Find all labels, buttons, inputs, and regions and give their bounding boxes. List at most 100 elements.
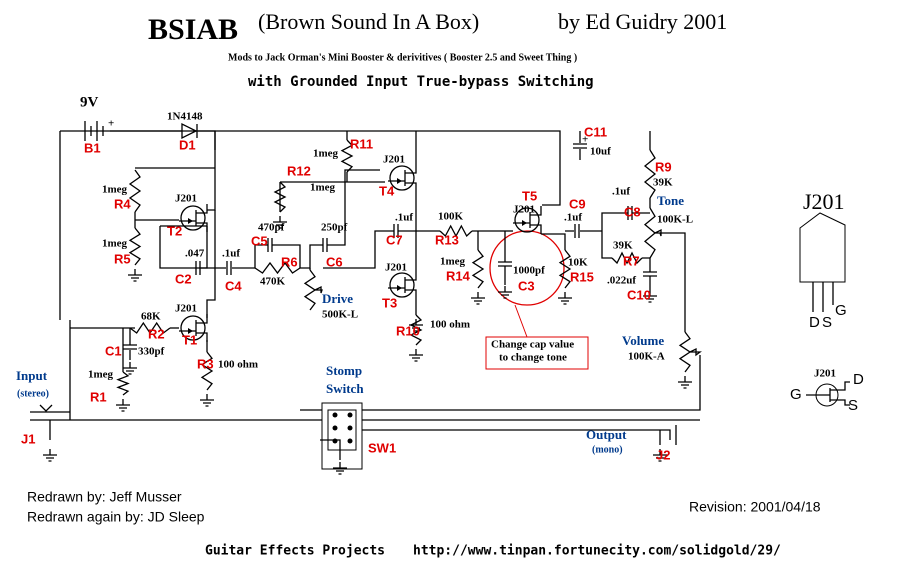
jfet-arrow (188, 218, 193, 224)
value: 100 ohm (218, 359, 258, 371)
label: Output (586, 427, 627, 442)
jfet-arrow (397, 178, 402, 184)
value: 100K-A (628, 351, 665, 363)
capacitor (573, 143, 587, 149)
resistor (128, 169, 142, 213)
value: 1meg (440, 256, 466, 268)
ground (678, 376, 692, 389)
pin-label: D (853, 371, 864, 388)
value: 100 ohm (430, 319, 470, 331)
ground (498, 286, 512, 299)
value: 1meg (88, 369, 114, 381)
reference: D1 (179, 137, 196, 152)
value: 1meg (313, 148, 339, 160)
jfet (514, 207, 540, 233)
reference: C1 (105, 343, 122, 358)
annotation-pointer (514, 304, 528, 338)
capacitor (393, 224, 399, 238)
label: Drive (322, 291, 353, 306)
resistor (116, 371, 130, 396)
value: 470K (260, 276, 286, 288)
pin-label: D (809, 314, 820, 331)
wire (362, 355, 701, 411)
jfet-arrow (188, 328, 193, 334)
switch-lug (332, 412, 338, 418)
reference: T1 (182, 332, 197, 347)
reference: SW1 (368, 440, 396, 455)
value: 100K (438, 211, 464, 223)
value: J201 (175, 193, 197, 205)
note: Mods to Jack Orman's Mini Booster & deri… (228, 52, 577, 63)
reference: R11 (350, 136, 373, 151)
switch-lug (347, 425, 353, 431)
credit: Revision: 2001/04/18 (689, 499, 821, 515)
reference: R5 (114, 251, 131, 266)
resistor (273, 181, 287, 213)
ground (409, 319, 423, 332)
reference: C4 (225, 278, 242, 293)
reference: T4 (379, 183, 395, 198)
polarity: + (108, 118, 114, 130)
ground (116, 399, 130, 412)
value: 39K (613, 240, 633, 252)
jfet (180, 315, 206, 341)
ground (200, 394, 214, 407)
value: 1N4148 (167, 111, 203, 123)
title: BSIAB (148, 13, 238, 46)
value: J201 (513, 204, 535, 216)
reference: T2 (167, 223, 182, 238)
reference: R7 (623, 253, 640, 268)
resistor (200, 351, 214, 391)
jfet-arrow (397, 285, 402, 291)
wire (62, 320, 322, 421)
diode (181, 122, 198, 140)
value: J201 (175, 303, 197, 315)
resistor (678, 331, 692, 373)
value: 68K (141, 311, 161, 323)
jfet-leads (388, 164, 417, 192)
wire (280, 131, 385, 183)
value: .1uf (222, 248, 240, 260)
to92-legs (812, 282, 834, 312)
switch-lug (347, 412, 353, 418)
highlight-circle (489, 230, 565, 306)
note: (stereo) (17, 388, 49, 399)
wiper (654, 228, 662, 237)
value: 1meg (310, 182, 336, 194)
capacitor (498, 261, 512, 267)
resistor (643, 149, 657, 199)
capacitor (123, 344, 137, 350)
jfet (389, 165, 415, 191)
ground (653, 449, 667, 462)
value: J201 (383, 154, 405, 166)
jfet-leads (179, 314, 208, 342)
resistor (254, 261, 301, 275)
value: Change cap value (491, 339, 574, 351)
value: .1uf (612, 186, 630, 198)
value: 10K (568, 257, 588, 269)
output-jack (640, 425, 677, 445)
reference: R14 (446, 268, 471, 283)
resistor (471, 249, 485, 289)
value: .1uf (564, 212, 582, 224)
capacitor (267, 238, 273, 252)
reference: R6 (281, 254, 298, 269)
resistor (129, 321, 171, 335)
value: 1000pf (513, 265, 545, 277)
label: Tone (657, 193, 684, 208)
resistor (439, 224, 473, 238)
wire (198, 130, 216, 150)
pin-label: S (848, 397, 858, 414)
reference: T3 (382, 295, 397, 310)
value: 1meg (102, 238, 128, 250)
value: 10uf (590, 146, 611, 158)
capacitor (627, 206, 633, 220)
reference: J2 (656, 447, 670, 462)
reference: T5 (522, 188, 537, 203)
value: 500K-L (322, 309, 358, 321)
wire (541, 230, 602, 250)
footer-text: Guitar Effects Projects (205, 544, 385, 559)
switch-lug (332, 438, 338, 444)
resistor (409, 314, 423, 346)
ground (643, 290, 657, 303)
